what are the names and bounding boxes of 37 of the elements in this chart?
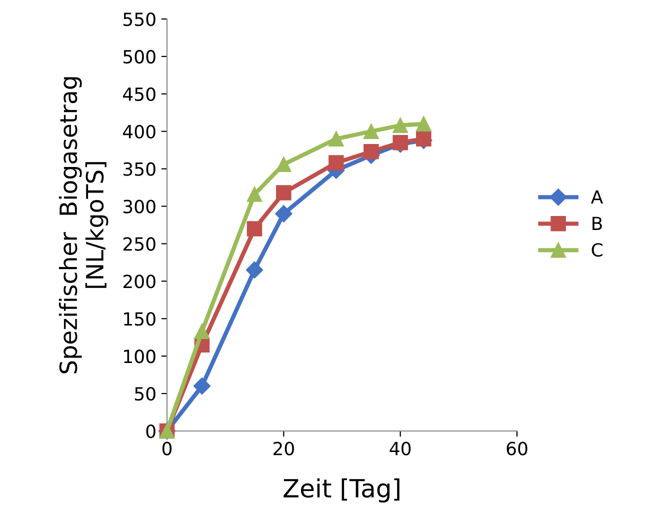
x-tick-label: 60	[506, 442, 528, 456]
x-tick-label: 20	[274, 442, 294, 456]
point	[416, 131, 432, 146]
point	[193, 378, 211, 395]
point	[328, 131, 344, 146]
point	[392, 134, 408, 150]
y-tick-label: 300	[123, 200, 156, 214]
y-tick-label: 450	[123, 87, 156, 102]
x-tick-label: 40	[390, 442, 411, 456]
point	[275, 205, 292, 222]
legend-label: C	[592, 243, 602, 257]
y-tick-label: 550	[124, 12, 156, 26]
point	[276, 185, 292, 200]
x-axis-title: Zeit [Tag]	[284, 478, 400, 503]
y-axis-title: Spezifischer Biogasetrag [NL/kgoTS]	[58, 77, 108, 374]
y-tick-label: 50	[135, 387, 156, 401]
legend-label: A	[590, 190, 604, 204]
y-tick-label: 150	[124, 312, 156, 326]
point	[364, 124, 379, 140]
point	[246, 261, 264, 278]
point	[364, 144, 379, 160]
legend-label: B	[592, 216, 602, 230]
y-tick-label: 100	[124, 350, 156, 364]
y-tick-label: 200	[123, 274, 156, 288]
point	[328, 155, 344, 170]
y-tick-label: 250	[123, 237, 156, 251]
y-tick-label: 500	[124, 50, 156, 64]
point	[276, 156, 292, 172]
point	[392, 118, 408, 134]
y-tick-label: 350	[123, 162, 156, 176]
point	[194, 324, 210, 340]
y-tick-label: 0	[146, 424, 156, 438]
point	[246, 221, 262, 236]
point	[246, 186, 262, 202]
x-tick-label: 0	[162, 442, 172, 456]
point	[416, 116, 432, 132]
y-tick-label: 400	[123, 124, 156, 138]
